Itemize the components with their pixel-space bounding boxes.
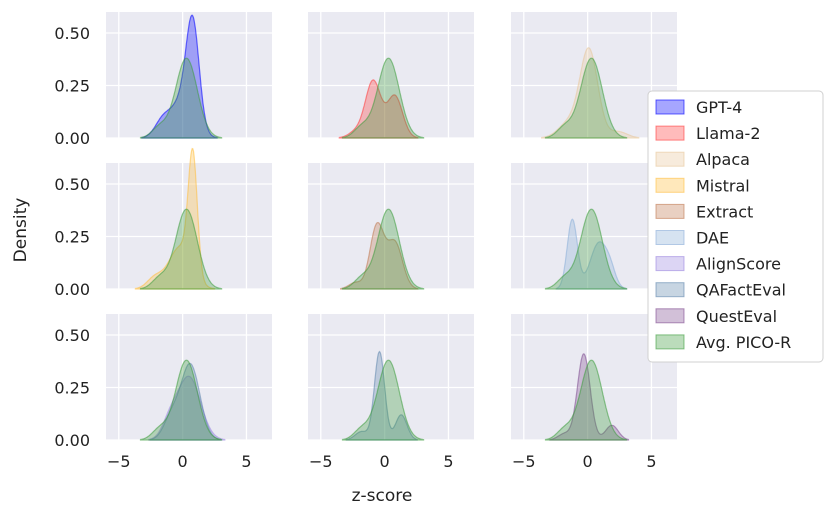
y-tick-label: 0.00 bbox=[54, 129, 90, 148]
density-avg-pico-r bbox=[139, 208, 223, 290]
x-tick-label: 0 bbox=[178, 452, 188, 471]
density-qafacteval bbox=[149, 362, 222, 441]
y-tick-label: 0.00 bbox=[54, 431, 90, 450]
legend-swatch-qafacteval bbox=[655, 282, 685, 298]
legend-label-extract: Extract bbox=[696, 202, 753, 221]
x-tick-label: −5 bbox=[512, 452, 536, 471]
density-avg-pico-r bbox=[544, 359, 628, 441]
legend-swatch-questeval bbox=[655, 308, 685, 324]
y-axis-title: Density bbox=[11, 198, 31, 263]
legend-label-questeval: QuestEval bbox=[696, 307, 777, 326]
legend-swatch-llama-2 bbox=[655, 125, 685, 141]
density-alpaca bbox=[541, 47, 640, 139]
y-tick-label: 0.25 bbox=[54, 379, 90, 398]
panel-4: 0.00 0.25 0.50 bbox=[54, 147, 272, 299]
y-tick-label: 0.50 bbox=[54, 24, 90, 43]
legend-label-qafacteval: QAFactEval bbox=[696, 281, 786, 300]
legend-swatch-alignscore bbox=[655, 256, 685, 272]
density-avg-pico-r bbox=[139, 57, 223, 139]
x-tick-label: 0 bbox=[583, 452, 593, 471]
legend-swatch-mistral bbox=[655, 177, 685, 193]
density-avg-pico-r bbox=[341, 57, 425, 139]
legend: GPT-4 Llama-2 Alpaca Mistral Extract DAE Align… bbox=[647, 90, 824, 363]
x-tick-label: −5 bbox=[107, 452, 131, 471]
legend-label-gpt-4: GPT-4 bbox=[696, 98, 742, 117]
y-tick-label: 0.25 bbox=[54, 228, 90, 247]
density-avg-pico-r bbox=[341, 359, 425, 441]
density-avg-pico-r bbox=[341, 208, 425, 290]
legend-swatch-avg-pico-r bbox=[655, 334, 685, 350]
legend-label-mistral: Mistral bbox=[696, 176, 750, 195]
x-tick-label: −5 bbox=[309, 452, 333, 471]
x-axis-title: z-score bbox=[352, 486, 413, 506]
x-tick-label: 5 bbox=[241, 452, 251, 471]
panel-2 bbox=[308, 12, 474, 139]
legend-label-llama-2: Llama-2 bbox=[696, 124, 761, 143]
density-dae bbox=[555, 218, 628, 290]
legend-label-alignscore: AlignScore bbox=[696, 255, 781, 274]
density-questeval bbox=[549, 353, 630, 441]
x-tick-label: 5 bbox=[443, 452, 453, 471]
panels-layer: 0.00 0.25 0.50 0.00 0.25 0.50 0.00 0.25 0.50 −5 0 5… bbox=[54, 12, 677, 471]
legend-swatch-alpaca bbox=[655, 151, 685, 167]
x-tick-label: 5 bbox=[646, 452, 656, 471]
x-tick-label: 0 bbox=[380, 452, 390, 471]
panel-8: −5 0 5 bbox=[308, 314, 474, 471]
density-llama-2 bbox=[338, 79, 419, 139]
density-avg-pico-r bbox=[139, 359, 223, 441]
panel-1: 0.00 0.25 0.50 bbox=[54, 12, 272, 148]
legend-box bbox=[647, 90, 824, 363]
density-mistral bbox=[134, 147, 216, 290]
y-tick-label: 0.50 bbox=[54, 175, 90, 194]
legend-label-dae: DAE bbox=[696, 229, 729, 248]
panel-7: 0.00 0.25 0.50 −5 0 5 bbox=[54, 314, 272, 471]
legend-label-avg-pico-r: Avg. PICO-R bbox=[696, 333, 791, 352]
density-avg-pico-r bbox=[544, 208, 628, 290]
legend-label-alpaca: Alpaca bbox=[696, 150, 750, 169]
legend-swatch-dae bbox=[655, 230, 685, 245]
density-avg-pico-r bbox=[544, 57, 628, 139]
legend-swatch-extract bbox=[655, 203, 685, 219]
y-tick-label: 0.00 bbox=[54, 280, 90, 299]
legend-swatch-gpt-4 bbox=[655, 99, 685, 115]
panel-5 bbox=[308, 163, 474, 290]
y-tick-label: 0.50 bbox=[54, 326, 90, 345]
y-tick-label: 0.25 bbox=[54, 77, 90, 96]
density-qafacteval bbox=[345, 350, 418, 441]
